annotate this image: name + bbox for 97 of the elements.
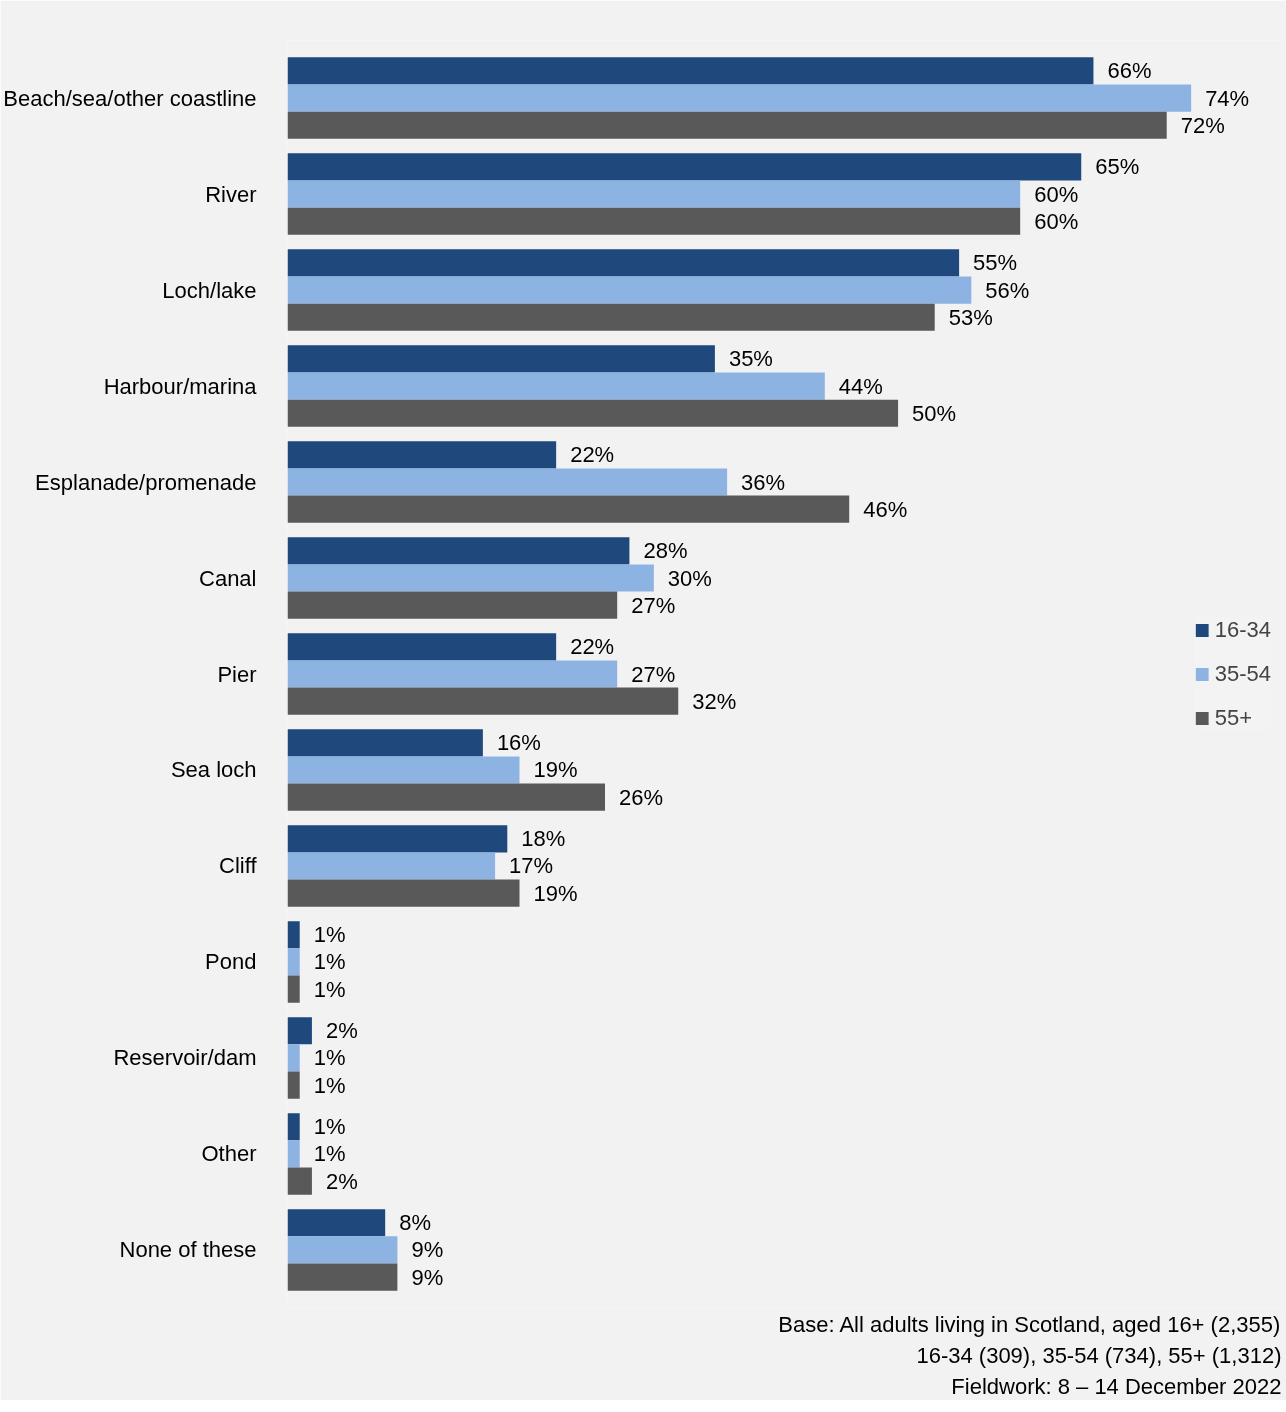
bar: [287, 153, 1082, 181]
bar: [287, 1113, 300, 1141]
data-label: 22%: [570, 442, 615, 468]
bar: [287, 495, 850, 523]
bar: [287, 249, 960, 277]
data-label: 22%: [570, 634, 615, 660]
data-label: 18%: [521, 826, 566, 852]
bar: [287, 276, 972, 304]
y-tick-label: River: [205, 181, 257, 207]
data-label: 46%: [863, 496, 908, 522]
data-label: 27%: [631, 661, 676, 687]
bar: [287, 729, 483, 757]
data-label: 19%: [533, 757, 578, 783]
bar: [287, 1017, 312, 1045]
bar: [287, 879, 520, 907]
data-label: 53%: [948, 304, 993, 330]
bar: [287, 687, 679, 715]
y-tick-label: Pond: [205, 949, 257, 975]
data-label: 19%: [533, 880, 578, 906]
data-label: 74%: [1205, 85, 1250, 111]
bar: [287, 441, 557, 469]
data-label: 72%: [1180, 112, 1225, 138]
bar: [287, 57, 1094, 85]
data-label: 1%: [313, 1114, 346, 1140]
data-label: 36%: [741, 469, 786, 495]
legend-label: 35-54: [1214, 660, 1271, 687]
y-tick-label: Beach/sea/other coastline: [3, 85, 257, 111]
bar: [287, 1140, 300, 1168]
text: Fieldwork: 8 – 14 December 2022: [951, 1373, 1282, 1399]
data-label: 1%: [313, 949, 346, 975]
data-label: 55%: [973, 250, 1018, 276]
bar: [287, 825, 508, 853]
bar: [287, 1167, 312, 1195]
bar: [287, 1209, 386, 1237]
bar: [287, 399, 899, 427]
y-tick-label: Harbour/marina: [103, 373, 258, 399]
bar: [287, 180, 1021, 208]
data-label: 66%: [1107, 58, 1152, 84]
bar: [287, 564, 654, 592]
y-tick-label: Esplanade/promenade: [35, 469, 257, 495]
bar: [287, 345, 715, 373]
text: Base: All adults living in Scotland, aged 16+ (2,355): [778, 1311, 1281, 1337]
bar: [287, 468, 728, 496]
data-label: 35%: [728, 346, 773, 372]
data-label: 1%: [313, 1141, 346, 1167]
data-label: 2%: [325, 1168, 358, 1194]
data-label: 17%: [509, 853, 554, 879]
bar: [287, 783, 605, 811]
bar: [287, 1236, 398, 1264]
data-label: 1%: [313, 1045, 346, 1071]
data-label: 60%: [1034, 208, 1079, 234]
y-tick-label: None of these: [119, 1237, 257, 1263]
data-label: 60%: [1034, 181, 1079, 207]
data-label: 2%: [325, 1018, 358, 1044]
y-tick-label: Canal: [199, 565, 257, 591]
bar: [287, 1263, 398, 1291]
data-label: 30%: [667, 565, 712, 591]
bar: [287, 756, 520, 784]
data-label: 44%: [838, 373, 883, 399]
data-label: 50%: [912, 400, 957, 426]
data-label: 28%: [643, 538, 688, 564]
bar: [287, 1044, 300, 1072]
y-tick-label: Loch/lake: [162, 277, 257, 303]
data-label: 26%: [618, 784, 664, 810]
bar: [287, 1071, 300, 1099]
data-label: 16%: [496, 730, 541, 756]
data-label: 56%: [985, 277, 1030, 303]
bar: [287, 111, 1167, 139]
bar: [287, 207, 1021, 235]
data-label: 32%: [692, 688, 737, 714]
y-tick-label: Other: [201, 1141, 257, 1167]
bar: [287, 537, 630, 565]
data-label: 8%: [399, 1210, 431, 1236]
data-label: 1%: [313, 976, 346, 1002]
data-label: 27%: [631, 592, 676, 618]
bar: [287, 84, 1192, 112]
data-label: 9%: [411, 1264, 444, 1290]
bar: [287, 372, 825, 400]
legend-label: 55+: [1214, 704, 1253, 731]
y-tick-label: Sea loch: [170, 757, 257, 783]
bar: [287, 975, 300, 1003]
data-label: 1%: [313, 922, 346, 948]
y-tick-label: Pier: [217, 661, 257, 687]
data-label: 9%: [411, 1237, 444, 1263]
y-tick-label: Reservoir/dam: [113, 1045, 257, 1071]
data-label: 65%: [1095, 154, 1140, 180]
bar: [287, 633, 557, 661]
data-label: 1%: [313, 1072, 346, 1098]
bar: [287, 921, 300, 949]
legend-label: 16-34: [1214, 616, 1271, 643]
bar: [287, 852, 496, 880]
text: 16-34 (309), 35-54 (734), 55+ (1,312): [916, 1342, 1282, 1368]
y-tick-label: Cliff: [219, 853, 258, 879]
bar: [287, 303, 935, 331]
bar: [287, 591, 618, 619]
bar: [287, 948, 300, 976]
bar: [287, 660, 618, 688]
